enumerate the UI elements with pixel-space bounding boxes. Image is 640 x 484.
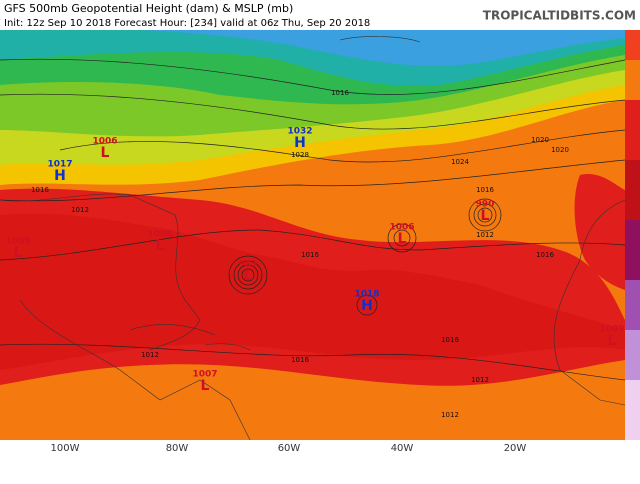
- colorbar: [625, 30, 640, 440]
- isobar-label: 1016: [31, 186, 49, 194]
- center-value: 990: [476, 200, 495, 210]
- axis-strip: [0, 440, 640, 480]
- center-value: 1006: [92, 137, 117, 147]
- longitude-label: 40W: [391, 443, 414, 454]
- isobar-label: 1016: [441, 336, 459, 344]
- isobar-label: 1012: [476, 231, 494, 239]
- isobars: [0, 58, 626, 381]
- isobar-label: 1016: [536, 251, 554, 259]
- center-value: 1009: [599, 325, 624, 335]
- center-symbol: H: [54, 168, 66, 184]
- center-value: 1032: [287, 127, 312, 137]
- center-symbol: H: [361, 298, 373, 314]
- center-value: 983: [239, 260, 258, 270]
- center-symbol: L: [156, 238, 165, 254]
- center-symbol: L: [398, 231, 407, 247]
- isobar-label: 1020: [531, 136, 549, 144]
- title: GFS 500mb Geopotential Height (dam) & MS…: [4, 2, 293, 15]
- center-symbol: L: [481, 208, 490, 224]
- isobar-label: 1012: [141, 351, 159, 359]
- center-symbol: L: [244, 268, 253, 284]
- source: TROPICALTIDBITS.COM: [483, 9, 636, 23]
- longitude-label: 80W: [166, 443, 189, 454]
- center-value: 1007: [192, 370, 217, 380]
- isobar-label: 1012: [471, 376, 489, 384]
- center-value: 1009: [5, 237, 30, 247]
- longitude-label: 100W: [51, 443, 80, 454]
- isobar-label: 1012: [441, 411, 459, 419]
- isobar-label: 1012: [71, 206, 89, 214]
- center-value: 1008: [147, 230, 172, 240]
- center-symbol: L: [14, 245, 23, 261]
- center-symbol: L: [201, 378, 210, 394]
- center-value: 1017: [47, 160, 72, 170]
- coastlines: [0, 36, 626, 441]
- isobar-label: 1016: [476, 186, 494, 194]
- center-symbol: L: [101, 145, 110, 161]
- isobar-label: 1028: [291, 151, 309, 159]
- isobar-label: 1016: [291, 356, 309, 364]
- isobar-label: 1016: [331, 89, 349, 97]
- center-symbol: H: [294, 135, 306, 151]
- center-value: 1018: [354, 290, 379, 300]
- center-symbol: L: [608, 333, 617, 349]
- longitude-label: 20W: [504, 443, 527, 454]
- isobar-label: 1024: [451, 158, 469, 166]
- isobar-label: 1020: [551, 146, 569, 154]
- init-line: Init: 12z Sep 10 2018 Forecast Hour: [23…: [4, 18, 370, 29]
- field: [0, 30, 625, 440]
- isobar-label: 1016: [301, 251, 319, 259]
- longitude-label: 60W: [278, 443, 301, 454]
- center-value: 1006: [389, 223, 414, 233]
